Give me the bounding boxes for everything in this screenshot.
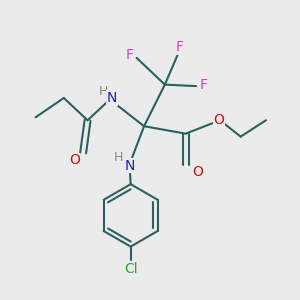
Text: N: N	[125, 159, 135, 173]
Text: F: F	[126, 48, 134, 62]
Text: H: H	[99, 85, 108, 98]
Text: H: H	[114, 151, 124, 164]
Text: N: N	[107, 91, 117, 105]
Text: O: O	[69, 153, 80, 167]
Text: O: O	[214, 113, 224, 127]
Text: F: F	[176, 40, 184, 55]
Text: Cl: Cl	[124, 262, 137, 276]
Text: F: F	[200, 78, 208, 92]
Text: O: O	[193, 165, 204, 179]
